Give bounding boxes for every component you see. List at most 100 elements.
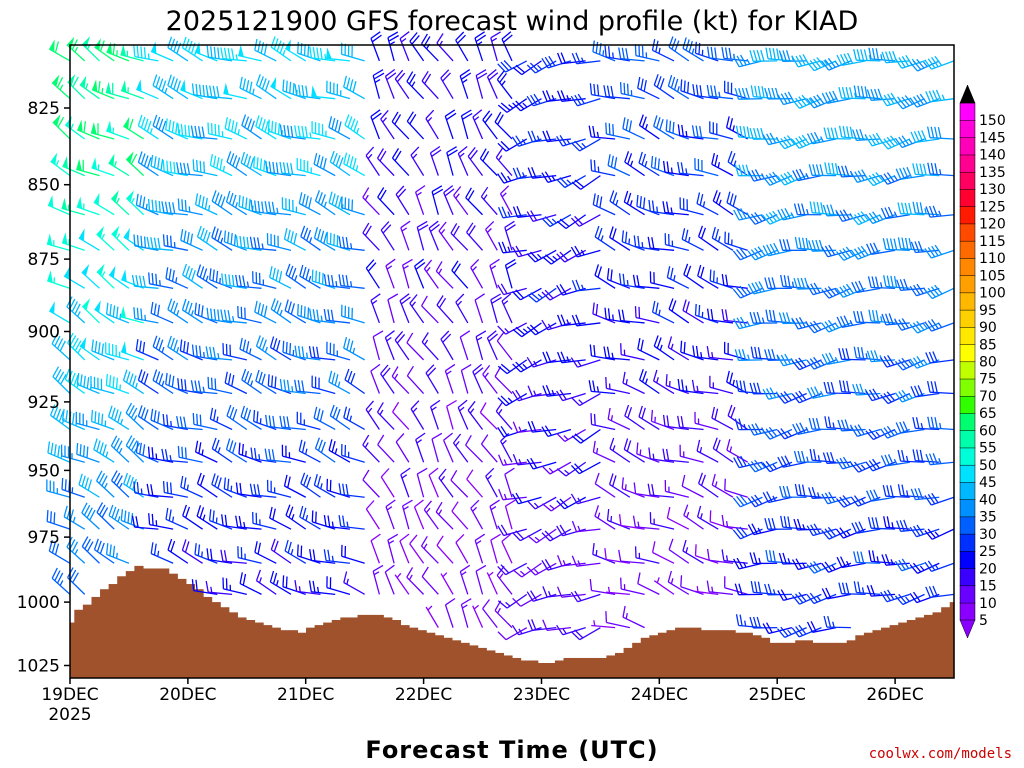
- wind-barb: [91, 79, 115, 100]
- wind-barb: [135, 339, 159, 361]
- terrain-column: [512, 657, 522, 678]
- wind-barb: [823, 127, 851, 140]
- wind-barb: [924, 319, 955, 332]
- terrain-column: [494, 652, 505, 678]
- wind-barb: [444, 363, 456, 394]
- wind-barb: [726, 191, 749, 216]
- wind-barb: [603, 346, 630, 361]
- terrain-column: [709, 630, 719, 678]
- wind-barb: [76, 442, 100, 463]
- wind-barb: [850, 245, 881, 260]
- colorbar-swatch: [959, 188, 976, 207]
- wind-barb: [624, 404, 645, 431]
- wind-barb: [440, 69, 454, 100]
- wind-barb: [270, 76, 292, 100]
- wind-barb: [501, 31, 513, 62]
- wind-barb: [226, 404, 248, 431]
- wind-barb: [385, 258, 396, 289]
- wind-barb: [370, 293, 381, 324]
- wind-barb: [249, 483, 277, 498]
- wind-barb: [438, 468, 454, 498]
- wind-barb: [191, 579, 218, 596]
- wind-barb: [431, 185, 444, 215]
- wind-barb: [924, 492, 955, 506]
- wind-barb: [328, 116, 351, 140]
- colorbar-swatch: [959, 119, 976, 139]
- wind-barb: [749, 311, 778, 324]
- wind-barb: [296, 157, 321, 177]
- wind-barb: [792, 168, 822, 182]
- wind-barb: [120, 306, 144, 324]
- wind-barb: [590, 413, 616, 431]
- wind-barb: [634, 306, 660, 324]
- wind-barb: [527, 528, 557, 544]
- wind-barb: [365, 400, 380, 430]
- wind-barb: [298, 192, 321, 216]
- wind-barb: [622, 605, 645, 629]
- terrain-column: [134, 565, 144, 678]
- wind-barb: [733, 316, 763, 330]
- colorbar-label: 105: [979, 268, 1006, 284]
- wind-barb: [387, 293, 399, 324]
- wind-barb: [313, 152, 336, 177]
- wind-barb: [526, 457, 557, 470]
- wind-barb: [541, 319, 572, 331]
- wind-barb: [836, 315, 866, 328]
- terrain-column: [614, 652, 625, 678]
- wind-barb: [429, 399, 441, 430]
- terrain-column: [632, 642, 642, 678]
- wind-barb: [52, 114, 71, 140]
- wind-barb: [283, 227, 307, 251]
- wind-barb: [777, 589, 807, 602]
- terrain-column: [803, 640, 813, 678]
- wind-barb: [592, 193, 616, 216]
- wind-barb: [235, 515, 262, 530]
- wind-barb: [459, 69, 472, 99]
- wind-barb: [823, 381, 851, 395]
- wind-barb: [865, 132, 896, 147]
- wind-barb: [387, 31, 400, 62]
- wind-barb: [880, 206, 910, 220]
- wind-barb: [697, 225, 719, 251]
- wind-barb: [883, 516, 910, 530]
- wind-barb: [338, 274, 365, 289]
- terrain-column: [820, 642, 831, 678]
- wind-barb: [480, 186, 498, 216]
- wind-barb: [211, 437, 233, 463]
- wind-barb: [152, 114, 174, 140]
- wind-barb: [425, 605, 439, 628]
- wind-barb: [416, 467, 428, 498]
- x-tick-label: 24DEC: [631, 685, 688, 705]
- wind-barb: [470, 258, 484, 289]
- wind-barb: [385, 499, 396, 530]
- wind-barb: [653, 74, 675, 100]
- surface-terrain: [70, 565, 955, 678]
- wind-barb: [209, 268, 233, 289]
- wind-barb: [648, 199, 675, 216]
- wind-barb: [732, 526, 763, 540]
- y-tick-label: 1000: [17, 593, 60, 613]
- wind-barb: [177, 198, 203, 216]
- wind-barb: [241, 114, 262, 140]
- terrain-column: [769, 642, 779, 678]
- wind-barb: [435, 501, 454, 530]
- wind-barb: [622, 117, 645, 140]
- wind-barb: [501, 293, 513, 324]
- wind-barb: [776, 171, 807, 186]
- wind-barb: [207, 122, 233, 140]
- wind-barb: [750, 580, 778, 596]
- colorbar-swatch: [959, 481, 976, 500]
- wind-barb: [194, 302, 218, 324]
- wind-barb: [647, 236, 675, 251]
- wind-barb: [326, 47, 351, 62]
- wind-barb: [734, 349, 763, 361]
- wind-barb: [136, 79, 159, 100]
- terrain-column: [443, 637, 453, 678]
- wind-barb: [592, 543, 616, 564]
- wind-barb: [266, 479, 292, 498]
- wind-barb: [605, 376, 631, 395]
- wind-barb: [638, 368, 660, 395]
- wind-barb: [618, 514, 645, 530]
- wind-barb: [279, 124, 306, 140]
- wind-barb: [190, 380, 218, 395]
